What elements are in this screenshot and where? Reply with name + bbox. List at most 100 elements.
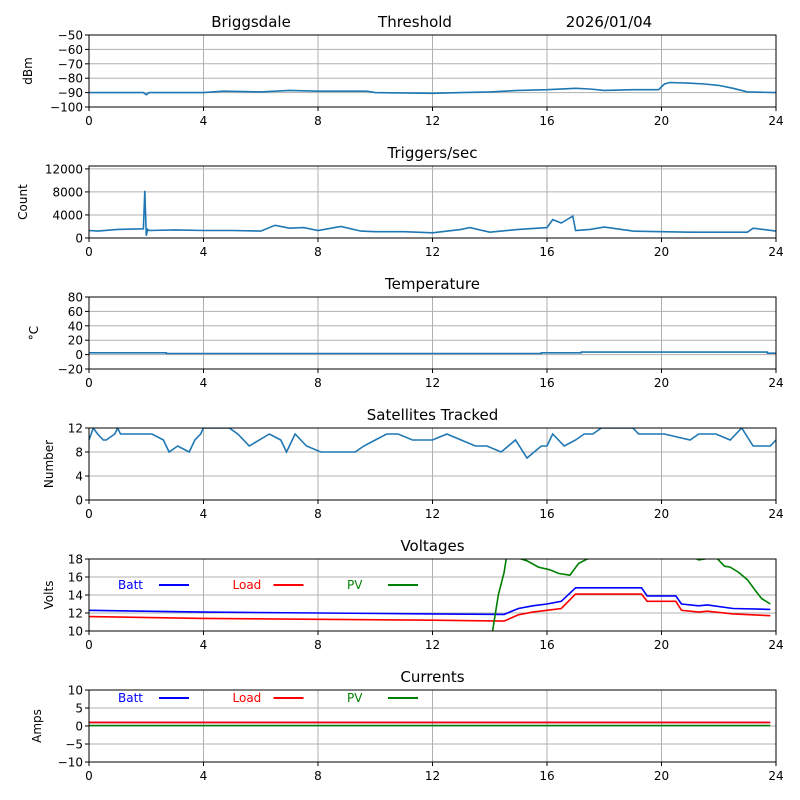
header-station: Briggsdale <box>211 13 291 31</box>
y-tick-label: −50 <box>58 29 83 43</box>
series-line-load <box>89 593 771 622</box>
x-tick-label: 12 <box>425 245 440 259</box>
x-tick-label: 8 <box>314 376 322 390</box>
y-tick-label: 0 <box>75 494 83 508</box>
panel-triggers: 0 4 8 12 16 20 24 0 4000 8000 12000 Triggers/sec Cou… <box>16 144 784 259</box>
panel-satellites: 0 4 8 12 16 20 24 0 4 8 12 Satellites Tracked Number <box>42 406 784 521</box>
x-tick-label: 0 <box>85 245 93 259</box>
y-axis-label: Count <box>16 184 30 220</box>
series-line-triggers <box>89 190 776 236</box>
x-tick-label: 24 <box>768 638 783 652</box>
series-line-satellites <box>89 428 776 460</box>
y-tick-label: −60 <box>58 43 83 57</box>
panel-threshold: 0 4 8 12 16 20 24 −100−90−80−70−60−50 dBm <box>21 29 784 129</box>
x-tick-label: 12 <box>425 507 440 521</box>
x-tick-label: 24 <box>768 769 783 783</box>
x-tick-label: 0 <box>85 114 93 128</box>
y-tick-label: 10 <box>68 625 83 639</box>
series-line-temperature <box>89 351 776 355</box>
y-tick-label: 80 <box>68 291 83 305</box>
x-tick-label: 0 <box>85 376 93 390</box>
panel-currents: Batt Load PV 0 4 8 12 16 20 24 −10 −5 0 5 10 Currents Am… <box>30 668 784 783</box>
series-line-batt <box>89 586 771 616</box>
x-tick-label: 0 <box>85 638 93 652</box>
x-tick-label: 4 <box>200 507 208 521</box>
y-axis-label: Number <box>42 440 56 488</box>
y-tick-label: 0 <box>75 348 83 362</box>
y-tick-label: 16 <box>68 571 83 585</box>
x-tick-label: 8 <box>314 245 322 259</box>
x-tick-label: 24 <box>768 507 783 521</box>
y-tick-label: 10 <box>68 684 83 698</box>
legend-label-load: Load <box>233 691 262 705</box>
x-tick-label: 20 <box>654 376 669 390</box>
panel-title: Currents <box>400 668 464 686</box>
y-tick-label: 12 <box>68 607 83 621</box>
y-tick-label: 14 <box>68 589 83 603</box>
x-tick-label: 16 <box>539 245 554 259</box>
x-tick-label: 8 <box>314 769 322 783</box>
x-tick-label: 24 <box>768 114 783 128</box>
y-axis-label: °C <box>27 326 41 340</box>
x-tick-label: 16 <box>539 114 554 128</box>
y-tick-label: −20 <box>58 363 83 377</box>
y-tick-label: 40 <box>68 319 83 333</box>
y-tick-label: 4000 <box>52 208 83 222</box>
x-tick-label: 16 <box>539 769 554 783</box>
y-tick-label: 0 <box>75 232 83 246</box>
x-tick-label: 4 <box>200 376 208 390</box>
legend-label-batt: Batt <box>118 578 143 592</box>
x-tick-label: 0 <box>85 769 93 783</box>
panel-title: Triggers/sec <box>387 144 478 162</box>
x-tick-label: 4 <box>200 769 208 783</box>
header-date: 2026/01/04 <box>566 13 652 31</box>
panel-title: Satellites Tracked <box>367 406 498 424</box>
y-tick-label: 8000 <box>52 185 83 199</box>
x-tick-label: 16 <box>539 638 554 652</box>
panel-voltages: Batt Load PV 0 4 8 12 16 20 24 10 12 14 16 18 Voltages V… <box>42 537 784 652</box>
x-tick-label: 8 <box>314 638 322 652</box>
y-tick-label: 8 <box>75 446 83 460</box>
x-tick-label: 12 <box>425 769 440 783</box>
y-tick-label: −100 <box>50 101 83 115</box>
y-tick-label: 12000 <box>45 162 83 176</box>
x-tick-label: 4 <box>200 114 208 128</box>
x-tick-label: 4 <box>200 245 208 259</box>
panel-title: Temperature <box>384 275 480 293</box>
y-axis-label: Volts <box>42 581 56 610</box>
y-tick-label: −80 <box>58 72 83 86</box>
y-tick-label: −10 <box>58 756 83 770</box>
x-tick-label: 12 <box>425 638 440 652</box>
x-tick-label: 8 <box>314 114 322 128</box>
x-tick-label: 4 <box>200 638 208 652</box>
x-tick-label: 12 <box>425 376 440 390</box>
header-subtitle: Threshold <box>377 13 452 31</box>
series-line-pv <box>491 559 771 631</box>
x-tick-label: 20 <box>654 769 669 783</box>
panel-title: Voltages <box>400 537 464 555</box>
series-line-threshold <box>89 81 776 96</box>
y-axis-label: Amps <box>30 709 44 743</box>
x-tick-label: 12 <box>425 114 440 128</box>
x-tick-label: 24 <box>768 245 783 259</box>
y-axis-label: dBm <box>21 57 35 85</box>
y-tick-label: −5 <box>65 738 83 752</box>
y-tick-label: 5 <box>75 702 83 716</box>
y-tick-label: 20 <box>68 334 83 348</box>
x-tick-label: 0 <box>85 507 93 521</box>
legend-label-batt: Batt <box>118 691 143 705</box>
y-tick-label: 4 <box>75 470 83 484</box>
legend-label-pv: PV <box>347 691 363 705</box>
x-tick-label: 24 <box>768 376 783 390</box>
y-tick-label: −70 <box>58 57 83 71</box>
x-tick-label: 20 <box>654 638 669 652</box>
y-tick-label: 0 <box>75 720 83 734</box>
legend-label-pv: PV <box>347 578 363 592</box>
x-tick-label: 20 <box>654 507 669 521</box>
y-tick-label: −90 <box>58 86 83 100</box>
x-tick-label: 8 <box>314 507 322 521</box>
y-tick-label: 60 <box>68 305 83 319</box>
y-tick-label: 12 <box>68 422 83 436</box>
